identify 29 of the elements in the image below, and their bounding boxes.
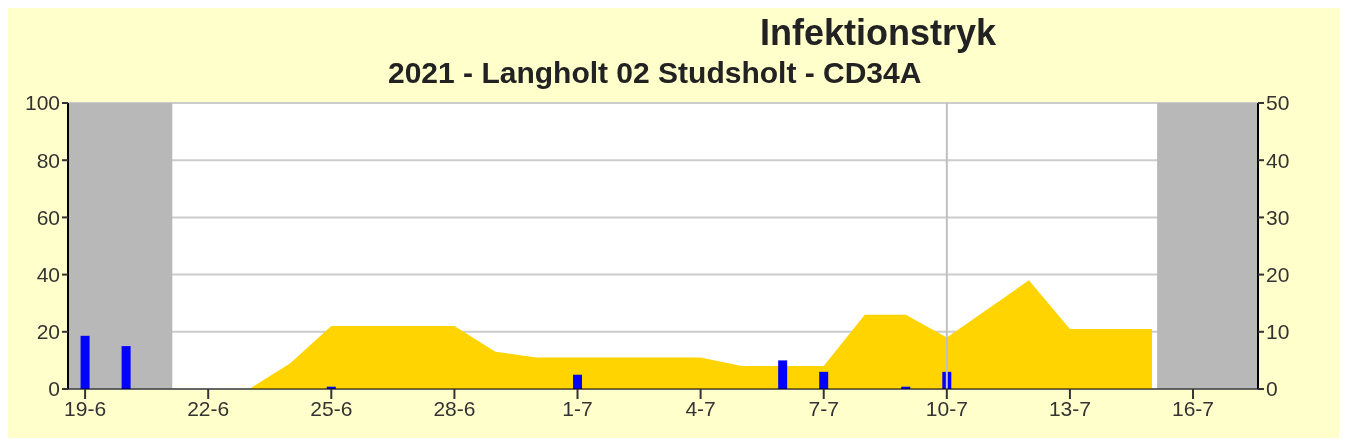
x-tick-label: 28-6 (433, 396, 476, 420)
y-tick-label: 40 (36, 263, 60, 287)
y2-tick-label: 50 (1266, 91, 1290, 115)
bar (572, 374, 582, 389)
y-tick-label: 80 (36, 148, 60, 172)
bar (80, 335, 90, 389)
chart-subtitle: 2021 - Langholt 02 Studsholt - CD34A (388, 56, 923, 90)
x-tick-label: 13-7 (1048, 396, 1091, 420)
x-tick-label: 19-6 (64, 396, 107, 420)
y2-tick-label: 20 (1266, 263, 1290, 287)
bar (819, 371, 829, 389)
y2-tick-label: 40 (1266, 148, 1290, 172)
x-tick-label: 7-7 (808, 396, 839, 420)
x-tick-label: 10-7 (925, 396, 968, 420)
y2-tick-label: 0 (1266, 377, 1278, 401)
y-tick-label: 60 (36, 205, 60, 229)
y2-tick-label: 10 (1266, 320, 1290, 344)
x-tick-label: 1-7 (562, 396, 593, 420)
x-tick-label: 16-7 (1172, 396, 1215, 420)
y2-tick-label: 30 (1266, 205, 1290, 229)
y-tick-label: 100 (24, 91, 60, 115)
bar (121, 346, 131, 389)
y-tick-label: 20 (36, 320, 60, 344)
y-tick-label: 0 (48, 377, 60, 401)
x-tick-label: 22-6 (187, 396, 230, 420)
bar (778, 360, 788, 389)
chart-title: Infektionstryk (758, 12, 998, 54)
x-tick-label: 25-6 (310, 396, 353, 420)
x-tick-label: 4-7 (685, 396, 716, 420)
